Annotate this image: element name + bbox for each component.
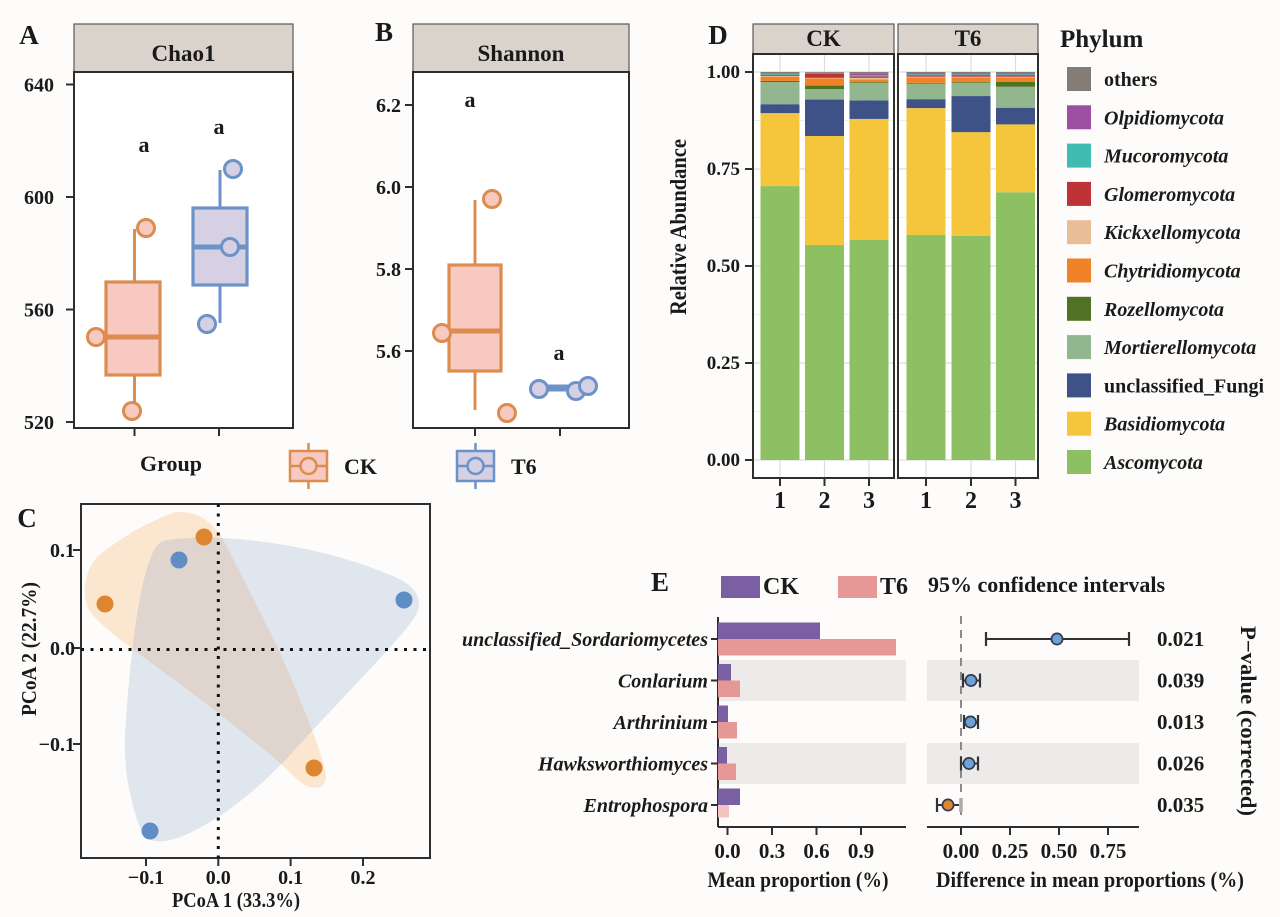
svg-text:Shannon: Shannon	[478, 41, 565, 66]
svg-text:0.75: 0.75	[1090, 839, 1127, 863]
svg-text:0.2: 0.2	[351, 867, 376, 889]
svg-text:0.0: 0.0	[206, 867, 231, 889]
svg-text:0.0: 0.0	[50, 638, 75, 660]
svg-text:Entrophospora: Entrophospora	[583, 795, 709, 817]
svg-text:a: a	[465, 87, 476, 112]
svg-text:Group: Group	[140, 451, 202, 476]
svg-text:Ascomycota: Ascomycota	[1102, 452, 1203, 474]
svg-text:−0.1: −0.1	[128, 867, 164, 889]
svg-text:PCoA 1 (33.3%): PCoA 1 (33.3%)	[172, 888, 300, 912]
svg-text:560: 560	[24, 300, 54, 322]
svg-text:0.026: 0.026	[1157, 752, 1204, 776]
svg-text:0.1: 0.1	[50, 540, 75, 562]
svg-text:Phylum: Phylum	[1060, 26, 1144, 53]
svg-text:Conlarium: Conlarium	[618, 671, 708, 693]
svg-text:P−value (corrected): P−value (corrected)	[1236, 626, 1261, 816]
svg-text:E: E	[651, 567, 669, 597]
svg-text:Difference in mean proportions: Difference in mean proportions (%)	[936, 867, 1244, 892]
svg-text:520: 520	[24, 412, 54, 434]
svg-text:0.25: 0.25	[992, 839, 1029, 863]
svg-text:640: 640	[24, 75, 54, 97]
svg-text:0.6: 0.6	[803, 839, 829, 863]
svg-text:CK: CK	[344, 454, 377, 479]
svg-text:0.9: 0.9	[848, 839, 874, 863]
svg-text:others: others	[1104, 69, 1158, 91]
svg-text:3: 3	[1010, 488, 1022, 514]
svg-text:CK: CK	[763, 574, 799, 600]
svg-text:Basidiomycota: Basidiomycota	[1103, 414, 1225, 436]
svg-text:6.0: 6.0	[376, 177, 401, 199]
svg-text:0.00: 0.00	[707, 450, 740, 471]
svg-text:5.8: 5.8	[376, 259, 401, 281]
svg-text:Relative Abundance: Relative Abundance	[666, 139, 691, 315]
svg-text:D: D	[708, 20, 728, 50]
svg-text:0.25: 0.25	[707, 353, 740, 374]
svg-text:Hawksworthiomyces: Hawksworthiomyces	[537, 754, 708, 776]
svg-text:a: a	[139, 132, 150, 157]
svg-text:A: A	[19, 20, 39, 50]
svg-text:1: 1	[920, 488, 932, 514]
svg-text:0.013: 0.013	[1157, 710, 1204, 734]
svg-text:unclassified_Sordariomycetes: unclassified_Sordariomycetes	[462, 629, 708, 651]
svg-text:600: 600	[24, 187, 54, 209]
svg-text:0.039: 0.039	[1157, 669, 1204, 693]
svg-text:6.2: 6.2	[376, 95, 401, 117]
svg-text:Olpidiomycota: Olpidiomycota	[1104, 107, 1224, 129]
svg-text:Rozellomycota: Rozellomycota	[1103, 299, 1224, 321]
svg-text:0.50: 0.50	[707, 256, 740, 277]
svg-text:0.3: 0.3	[759, 839, 785, 863]
svg-text:PCoA 2 (22.7%): PCoA 2 (22.7%)	[17, 582, 41, 716]
svg-text:2: 2	[819, 488, 831, 514]
svg-text:0.035: 0.035	[1157, 793, 1204, 817]
svg-text:0.75: 0.75	[707, 159, 740, 180]
svg-text:T6: T6	[955, 26, 982, 51]
svg-text:T6: T6	[880, 574, 908, 600]
svg-text:a: a	[554, 340, 565, 365]
svg-text:3: 3	[863, 488, 875, 514]
svg-text:Mucoromycota: Mucoromycota	[1103, 146, 1228, 168]
svg-text:Mortierellomycota: Mortierellomycota	[1103, 337, 1256, 359]
svg-text:0.0: 0.0	[714, 839, 740, 863]
svg-text:Mean proportion (%): Mean proportion (%)	[708, 867, 889, 892]
svg-text:CK: CK	[806, 26, 841, 51]
svg-text:B: B	[375, 17, 393, 47]
svg-text:unclassified_Fungi: unclassified_Fungi	[1104, 375, 1264, 397]
svg-text:T6: T6	[511, 454, 537, 479]
svg-text:Glomeromycota: Glomeromycota	[1104, 184, 1235, 206]
svg-text:1.00: 1.00	[707, 62, 740, 83]
svg-text:0.021: 0.021	[1157, 627, 1204, 651]
svg-text:Chao1: Chao1	[152, 41, 216, 66]
svg-text:2: 2	[965, 488, 977, 514]
svg-text:0.50: 0.50	[1041, 839, 1078, 863]
svg-text:−0.1: −0.1	[39, 734, 75, 756]
svg-text:5.6: 5.6	[376, 341, 401, 363]
svg-text:0.00: 0.00	[943, 839, 980, 863]
svg-text:a: a	[214, 114, 225, 139]
svg-text:Arthrinium: Arthrinium	[611, 712, 708, 734]
svg-text:Kickxellomycota: Kickxellomycota	[1103, 222, 1241, 244]
svg-text:Chytridiomycota: Chytridiomycota	[1104, 261, 1241, 283]
svg-text:95% confidence intervals: 95% confidence intervals	[928, 572, 1166, 597]
svg-text:0.1: 0.1	[278, 867, 303, 889]
svg-text:1: 1	[774, 488, 786, 514]
svg-text:C: C	[17, 503, 37, 533]
